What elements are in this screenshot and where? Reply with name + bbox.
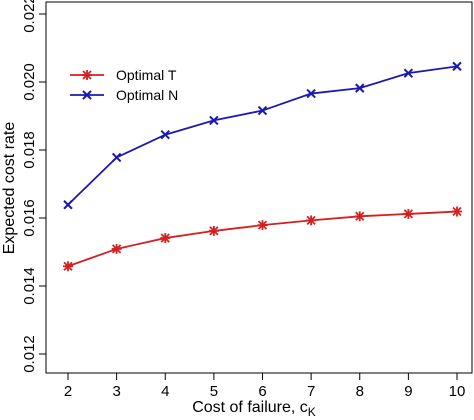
data-point-optimal-t bbox=[403, 208, 414, 219]
data-point-optimal-n bbox=[403, 68, 414, 78]
data-point-optimal-n bbox=[209, 115, 219, 126]
x-axis-title-main: Cost of failure, c bbox=[192, 399, 308, 416]
x-tick-label: 9 bbox=[404, 383, 412, 400]
x-tick-label: 8 bbox=[356, 383, 364, 400]
x-tick-label: 4 bbox=[161, 383, 169, 400]
data-point-optimal-n bbox=[452, 61, 462, 72]
legend-label: Optimal N bbox=[116, 87, 178, 103]
data-point-optimal-t bbox=[63, 261, 73, 272]
series-line-optimal-t bbox=[67, 210, 458, 268]
legend-marker bbox=[82, 90, 92, 100]
legend-item-optimal-t: Optimal T bbox=[70, 67, 177, 83]
x-tick-label: 10 bbox=[449, 383, 466, 400]
y-tick-label: 0.016 bbox=[21, 199, 38, 237]
data-point-optimal-n bbox=[257, 105, 268, 116]
y-tick-label: 0.014 bbox=[21, 267, 38, 305]
x-tick-label: 7 bbox=[307, 383, 315, 400]
data-point-optimal-n bbox=[160, 129, 170, 140]
data-point-optimal-t bbox=[306, 215, 317, 226]
x-axis-title-subscript: K bbox=[308, 405, 316, 419]
data-point-optimal-n bbox=[63, 200, 73, 210]
plot-frame bbox=[45, 1, 473, 374]
y-axis: 0.012 0.014 0.016 0.018 0.020 0.022 bbox=[21, 0, 46, 373]
x-tick-label: 6 bbox=[258, 383, 266, 400]
y-axis-title: Expected cost rate bbox=[1, 122, 18, 255]
data-point-optimal-n bbox=[306, 88, 316, 99]
legend-marker bbox=[82, 70, 92, 80]
x-tick-label: 5 bbox=[210, 383, 218, 400]
data-point-optimal-t bbox=[111, 243, 122, 254]
legend-item-optimal-n: Optimal N bbox=[70, 87, 178, 103]
x-axis-title: Cost of failure, cK bbox=[192, 399, 316, 419]
legend-label: Optimal T bbox=[116, 67, 177, 83]
series-layer bbox=[63, 61, 462, 272]
data-point-optimal-t bbox=[354, 211, 365, 222]
data-point-optimal-t bbox=[160, 233, 171, 244]
y-tick-label: 0.020 bbox=[21, 63, 38, 101]
y-tick-label: 0.018 bbox=[21, 131, 38, 169]
data-point-optimal-t bbox=[257, 220, 268, 231]
x-axis: 2 3 4 5 6 7 8 9 10 bbox=[64, 373, 466, 400]
y-tick-label: 0.012 bbox=[21, 335, 38, 373]
data-point-optimal-n bbox=[111, 152, 122, 163]
data-point-optimal-t bbox=[208, 225, 219, 236]
y-tick-label: 0.022 bbox=[21, 0, 38, 33]
legend: Optimal T Optimal N bbox=[70, 67, 178, 103]
x-tick-label: 3 bbox=[112, 383, 120, 400]
data-point-optimal-n bbox=[355, 83, 365, 93]
x-tick-label: 2 bbox=[64, 383, 72, 400]
data-point-optimal-t bbox=[452, 206, 462, 217]
